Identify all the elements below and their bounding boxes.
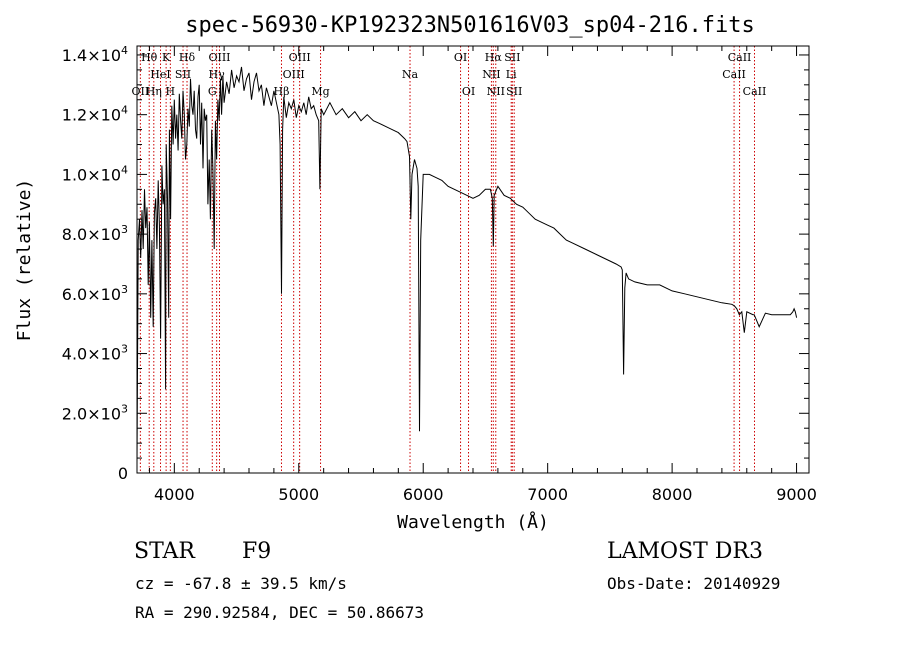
y-tick-label-7: 1.4×104: [62, 44, 128, 65]
y-tick-label-5: 1.0×104: [62, 163, 128, 184]
x-tick-label-0: 4000: [154, 485, 195, 504]
x-tick-label-4: 8000: [652, 485, 693, 504]
marker-label-20: NII: [487, 85, 505, 98]
y-tick-label-6: 1.2×104: [62, 104, 128, 125]
marker-label-4: K: [162, 51, 171, 64]
marker-label-1: Hθ: [141, 51, 158, 64]
y-tick-exponent-5: 4: [121, 163, 128, 176]
y-tick-exponent-1: 3: [121, 402, 128, 415]
emission-line-labels: OII Hθ Hη HeI K H SII Hδ G Hγ OIII Hβ OIII OIII Mg Na OI…: [132, 51, 767, 98]
y-tick-mantissa-5: 1.0×10: [62, 165, 121, 184]
y-tick-mantissa-1: 2.0×10: [62, 404, 121, 423]
object-class: STAR: [134, 539, 195, 564]
marker-label-22: SII: [504, 51, 520, 64]
x-axis-label: Wavelength (Å): [397, 511, 549, 533]
marker-label-2: Hη: [146, 85, 162, 98]
y-tick-mantissa-6: 1.2×10: [62, 106, 121, 125]
marker-label-5: H: [166, 85, 176, 98]
marker-label-10: OIII: [208, 51, 230, 64]
y-tick-exponent-6: 4: [121, 104, 128, 117]
marker-label-23: SII: [506, 85, 522, 98]
marker-label-16: OI: [454, 51, 467, 64]
spectrum-line: [136, 66, 798, 465]
marker-label-13: OIII: [289, 51, 311, 64]
x-tick-label-3: 7000: [527, 485, 568, 504]
plot-frame: [136, 45, 810, 474]
y-tick-label-1: 2.0×103: [62, 402, 128, 423]
y-tick-mantissa-7: 1.4×10: [62, 46, 121, 65]
marker-label-14: Mg: [311, 85, 329, 98]
coordinates: RA = 290.92584, DEC = 50.86673: [135, 603, 424, 622]
marker-label-19: Hα: [485, 51, 503, 64]
marker-label-24: CaII: [722, 68, 746, 81]
survey-name: LAMOST DR3: [607, 539, 763, 564]
emission-line-markers: [139, 46, 755, 473]
marker-label-15: Na: [402, 68, 419, 81]
marker-label-8: G: [208, 85, 217, 98]
y-tick-mantissa-0: 0: [118, 464, 128, 483]
marker-label-17: OI: [462, 85, 475, 98]
y-axis-label: Flux (relative): [14, 179, 35, 342]
y-tick-label-4: 8.0×103: [62, 223, 128, 244]
x-tick-label-1: 5000: [278, 485, 319, 504]
marker-label-21: Li: [506, 68, 517, 81]
marker-label-9: Hγ: [209, 68, 226, 81]
y-tick-exponent-4: 3: [121, 223, 128, 236]
y-tick-label-2: 4.0×103: [62, 343, 128, 364]
object-subclass: F9: [242, 539, 272, 564]
y-tick-label-0: 0: [118, 464, 128, 483]
y-tick-mantissa-3: 6.0×10: [62, 285, 121, 304]
marker-label-3: HeI: [150, 68, 170, 81]
y-axis-ticks: 02.0×1034.0×1036.0×1038.0×1031.0×1041.2×…: [62, 44, 809, 483]
marker-label-6: SII: [175, 68, 191, 81]
chart-title: spec-56930-KP192323N501616V03_sp04-216.f…: [185, 13, 755, 38]
x-tick-label-2: 6000: [403, 485, 444, 504]
marker-label-11: Hβ: [274, 85, 290, 98]
observation-date: Obs-Date: 20140929: [607, 574, 781, 593]
x-axis-ticks: 4000 5000 6000 7000 8000 9000: [148, 46, 817, 504]
marker-label-7: Hδ: [179, 51, 196, 64]
marker-label-0: OII: [132, 85, 150, 98]
marker-label-18: NII: [482, 68, 500, 81]
marker-label-26: CaII: [743, 85, 767, 98]
y-tick-mantissa-2: 4.0×10: [62, 345, 121, 364]
redshift-velocity: cz = -67.8 ± 39.5 km/s: [135, 574, 347, 593]
y-tick-exponent-7: 4: [121, 44, 128, 57]
y-tick-label-3: 6.0×103: [62, 283, 128, 304]
y-tick-exponent-2: 3: [121, 343, 128, 356]
marker-label-12: OIII: [283, 68, 305, 81]
x-tick-label-5: 9000: [776, 485, 817, 504]
y-tick-exponent-3: 3: [121, 283, 128, 296]
marker-label-25: CaII: [728, 51, 752, 64]
y-tick-mantissa-4: 8.0×10: [62, 225, 121, 244]
